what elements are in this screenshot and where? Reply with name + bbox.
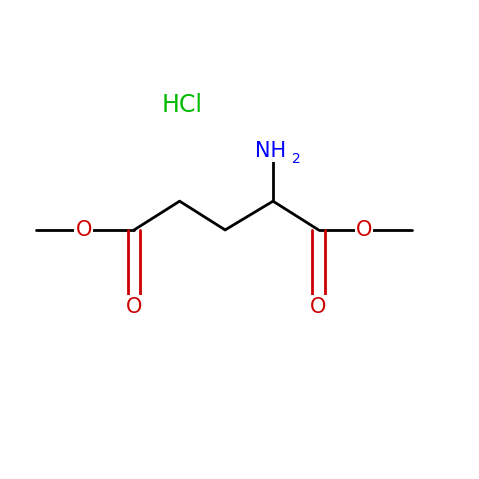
Text: 2: 2	[292, 152, 300, 166]
Text: O: O	[356, 220, 372, 240]
Text: HCl: HCl	[161, 93, 203, 117]
Text: NH: NH	[255, 141, 286, 161]
Text: O: O	[310, 297, 327, 317]
Text: O: O	[126, 297, 142, 317]
Text: O: O	[76, 220, 92, 240]
